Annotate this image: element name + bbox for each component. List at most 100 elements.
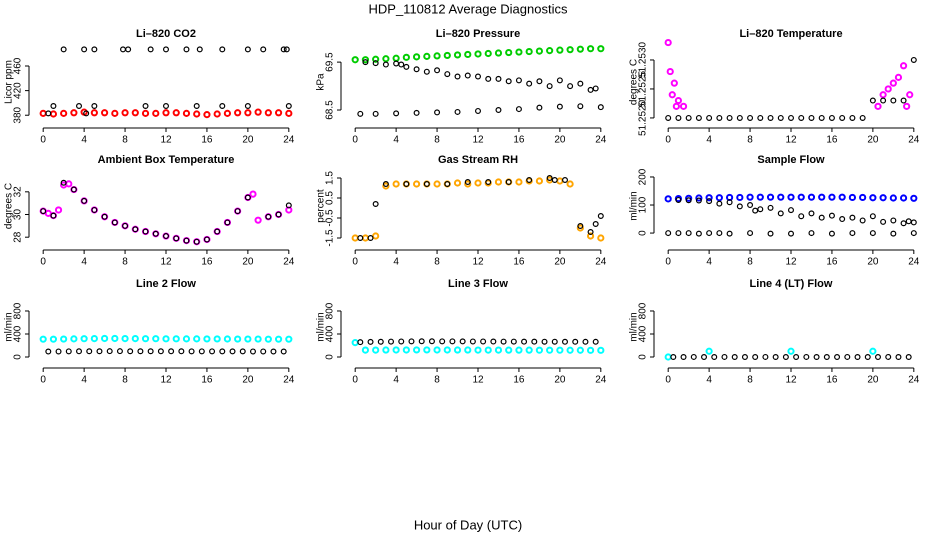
point	[86, 348, 93, 355]
point	[152, 109, 160, 117]
point	[695, 230, 702, 237]
point	[188, 348, 195, 355]
point	[747, 230, 754, 237]
point	[382, 61, 389, 68]
panel-title: Gas Stream RH	[438, 154, 518, 166]
point	[398, 61, 405, 68]
point	[566, 46, 574, 54]
point	[685, 230, 692, 237]
point	[382, 182, 390, 190]
x-tick-label: 4	[81, 135, 87, 146]
point	[670, 353, 677, 360]
point	[680, 353, 687, 360]
point	[747, 202, 754, 209]
point	[854, 353, 861, 360]
y-tick-label: -0.5	[325, 209, 336, 227]
point	[874, 102, 882, 110]
y-tick-label: 30	[13, 209, 24, 221]
y-tick-label: 0	[638, 230, 649, 236]
point	[163, 46, 170, 53]
point	[91, 206, 98, 213]
point	[787, 207, 794, 214]
x-tick-label: 24	[908, 135, 920, 146]
point	[96, 348, 103, 355]
point	[449, 338, 456, 345]
point	[567, 83, 574, 90]
y-axis-label: ml/min	[629, 312, 640, 341]
point	[413, 109, 420, 116]
point	[823, 353, 830, 360]
point	[828, 114, 835, 121]
point	[834, 353, 841, 360]
point	[757, 206, 764, 213]
point	[474, 179, 482, 187]
point	[890, 230, 897, 237]
point	[849, 230, 856, 237]
panel-title: Sample Flow	[757, 154, 825, 166]
point	[157, 348, 164, 355]
point	[597, 45, 605, 53]
point	[715, 194, 723, 202]
point	[418, 338, 425, 345]
point	[39, 335, 47, 343]
point	[906, 91, 914, 99]
point	[597, 213, 604, 220]
point	[685, 197, 692, 204]
point	[224, 219, 231, 226]
point	[122, 222, 129, 229]
y-tick-label: 51.2525	[638, 70, 649, 107]
point	[244, 46, 251, 53]
point	[899, 62, 908, 70]
point	[280, 348, 287, 355]
y-tick-label: 51.2520	[638, 99, 649, 136]
x-tick-label: 12	[472, 375, 484, 386]
x-tick-label: 12	[472, 135, 484, 146]
x-tick-label: 4	[706, 257, 712, 268]
panel-title: Li–820 CO2	[136, 28, 196, 40]
point	[664, 195, 672, 203]
point	[818, 214, 825, 221]
point	[546, 346, 554, 354]
point	[787, 114, 794, 121]
panel-title: Li–820 Pressure	[436, 28, 520, 40]
panel: Line 4 (LT) Flow ml/min 0 4 8 12 16 20 24 0 400 800	[629, 278, 920, 386]
point	[55, 348, 62, 355]
point	[229, 348, 236, 355]
point	[777, 114, 784, 121]
point	[163, 102, 170, 109]
point	[556, 77, 563, 84]
point	[726, 230, 733, 237]
point	[561, 177, 568, 184]
point	[900, 220, 907, 227]
point	[566, 346, 574, 354]
point	[45, 348, 52, 355]
point	[495, 75, 502, 82]
point	[214, 228, 221, 235]
point	[736, 114, 743, 121]
point	[382, 346, 390, 354]
point	[674, 96, 683, 105]
point	[121, 109, 129, 117]
point	[60, 179, 67, 186]
point	[249, 190, 257, 198]
point	[172, 335, 180, 343]
point	[127, 348, 134, 355]
point	[797, 193, 805, 201]
x-tick-label: 12	[785, 257, 797, 268]
point	[757, 114, 764, 121]
x-tick-label: 16	[201, 257, 213, 268]
point	[412, 346, 421, 354]
point	[60, 109, 68, 117]
point	[869, 347, 877, 355]
point	[464, 179, 471, 186]
point	[81, 46, 88, 53]
point	[351, 56, 359, 64]
point	[454, 108, 461, 115]
point	[372, 60, 379, 67]
point	[372, 346, 380, 354]
point	[685, 194, 693, 202]
x-tick-label: 8	[434, 375, 440, 386]
point	[392, 180, 400, 188]
point	[485, 75, 492, 82]
